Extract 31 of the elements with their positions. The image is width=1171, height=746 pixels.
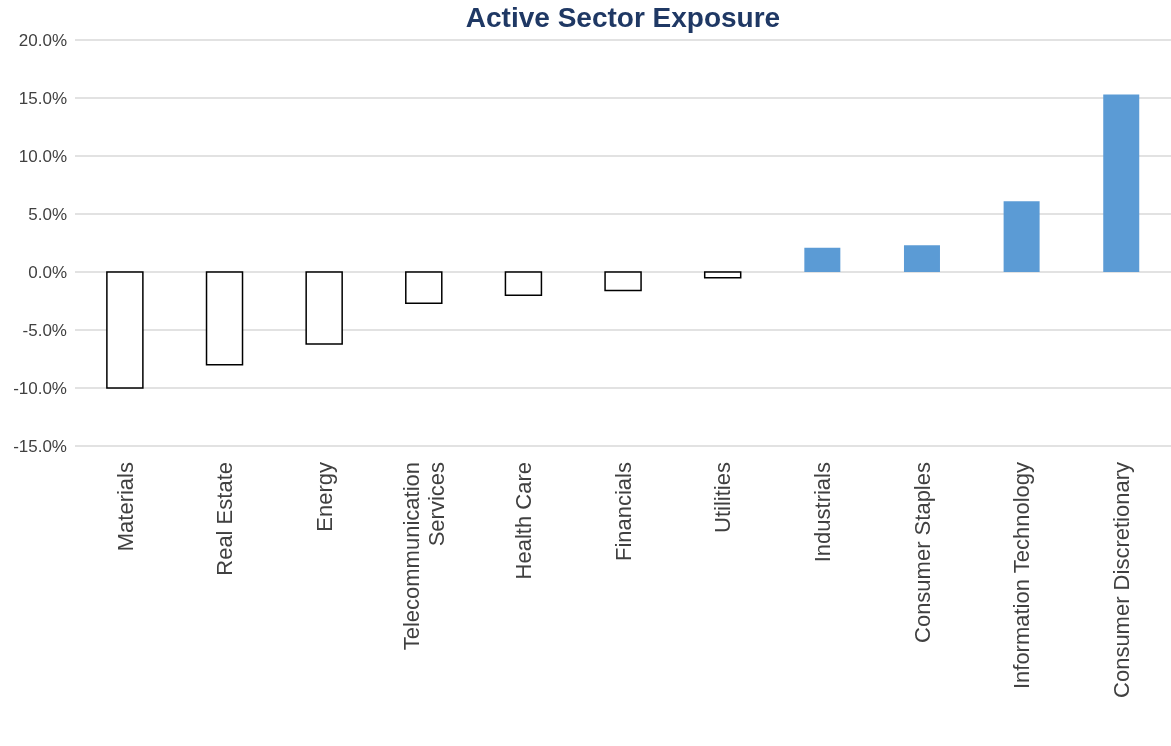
x-tick-label: Consumer Staples xyxy=(909,462,935,643)
bar xyxy=(804,247,841,272)
bar xyxy=(1103,94,1140,272)
y-tick-label: -5.0% xyxy=(22,321,67,341)
x-tick-label: Energy xyxy=(311,462,337,532)
y-tick-label: 15.0% xyxy=(18,89,67,109)
bar xyxy=(1003,201,1040,272)
x-tick-label: Real Estate xyxy=(212,462,238,576)
bar xyxy=(205,271,244,366)
bar xyxy=(604,271,642,292)
x-tick-label: Materials xyxy=(112,462,138,552)
bar xyxy=(903,245,940,272)
x-tick-label: Financials xyxy=(610,462,636,562)
bar xyxy=(405,271,443,305)
y-tick-label: 10.0% xyxy=(18,147,67,167)
x-tick-label: Information Technology xyxy=(1009,462,1035,690)
bar xyxy=(106,271,144,389)
bar xyxy=(703,271,742,279)
x-tick-label: Consumer Discretionary xyxy=(1108,462,1134,698)
y-tick-label: 5.0% xyxy=(28,205,67,225)
chart-title: Active Sector Exposure xyxy=(464,2,782,34)
x-tick-label: Utilities xyxy=(710,462,736,533)
bar xyxy=(504,271,543,296)
x-tick-label: Health Care xyxy=(511,462,537,580)
y-tick-label: -15.0% xyxy=(13,437,67,457)
y-tick-label: 0.0% xyxy=(28,263,67,283)
x-tick-label: Telecommunication Services xyxy=(398,462,450,651)
bar xyxy=(305,271,343,345)
y-tick-label: 20.0% xyxy=(18,31,67,51)
y-tick-label: -10.0% xyxy=(13,379,67,399)
x-tick-label: Industrials xyxy=(809,462,835,563)
